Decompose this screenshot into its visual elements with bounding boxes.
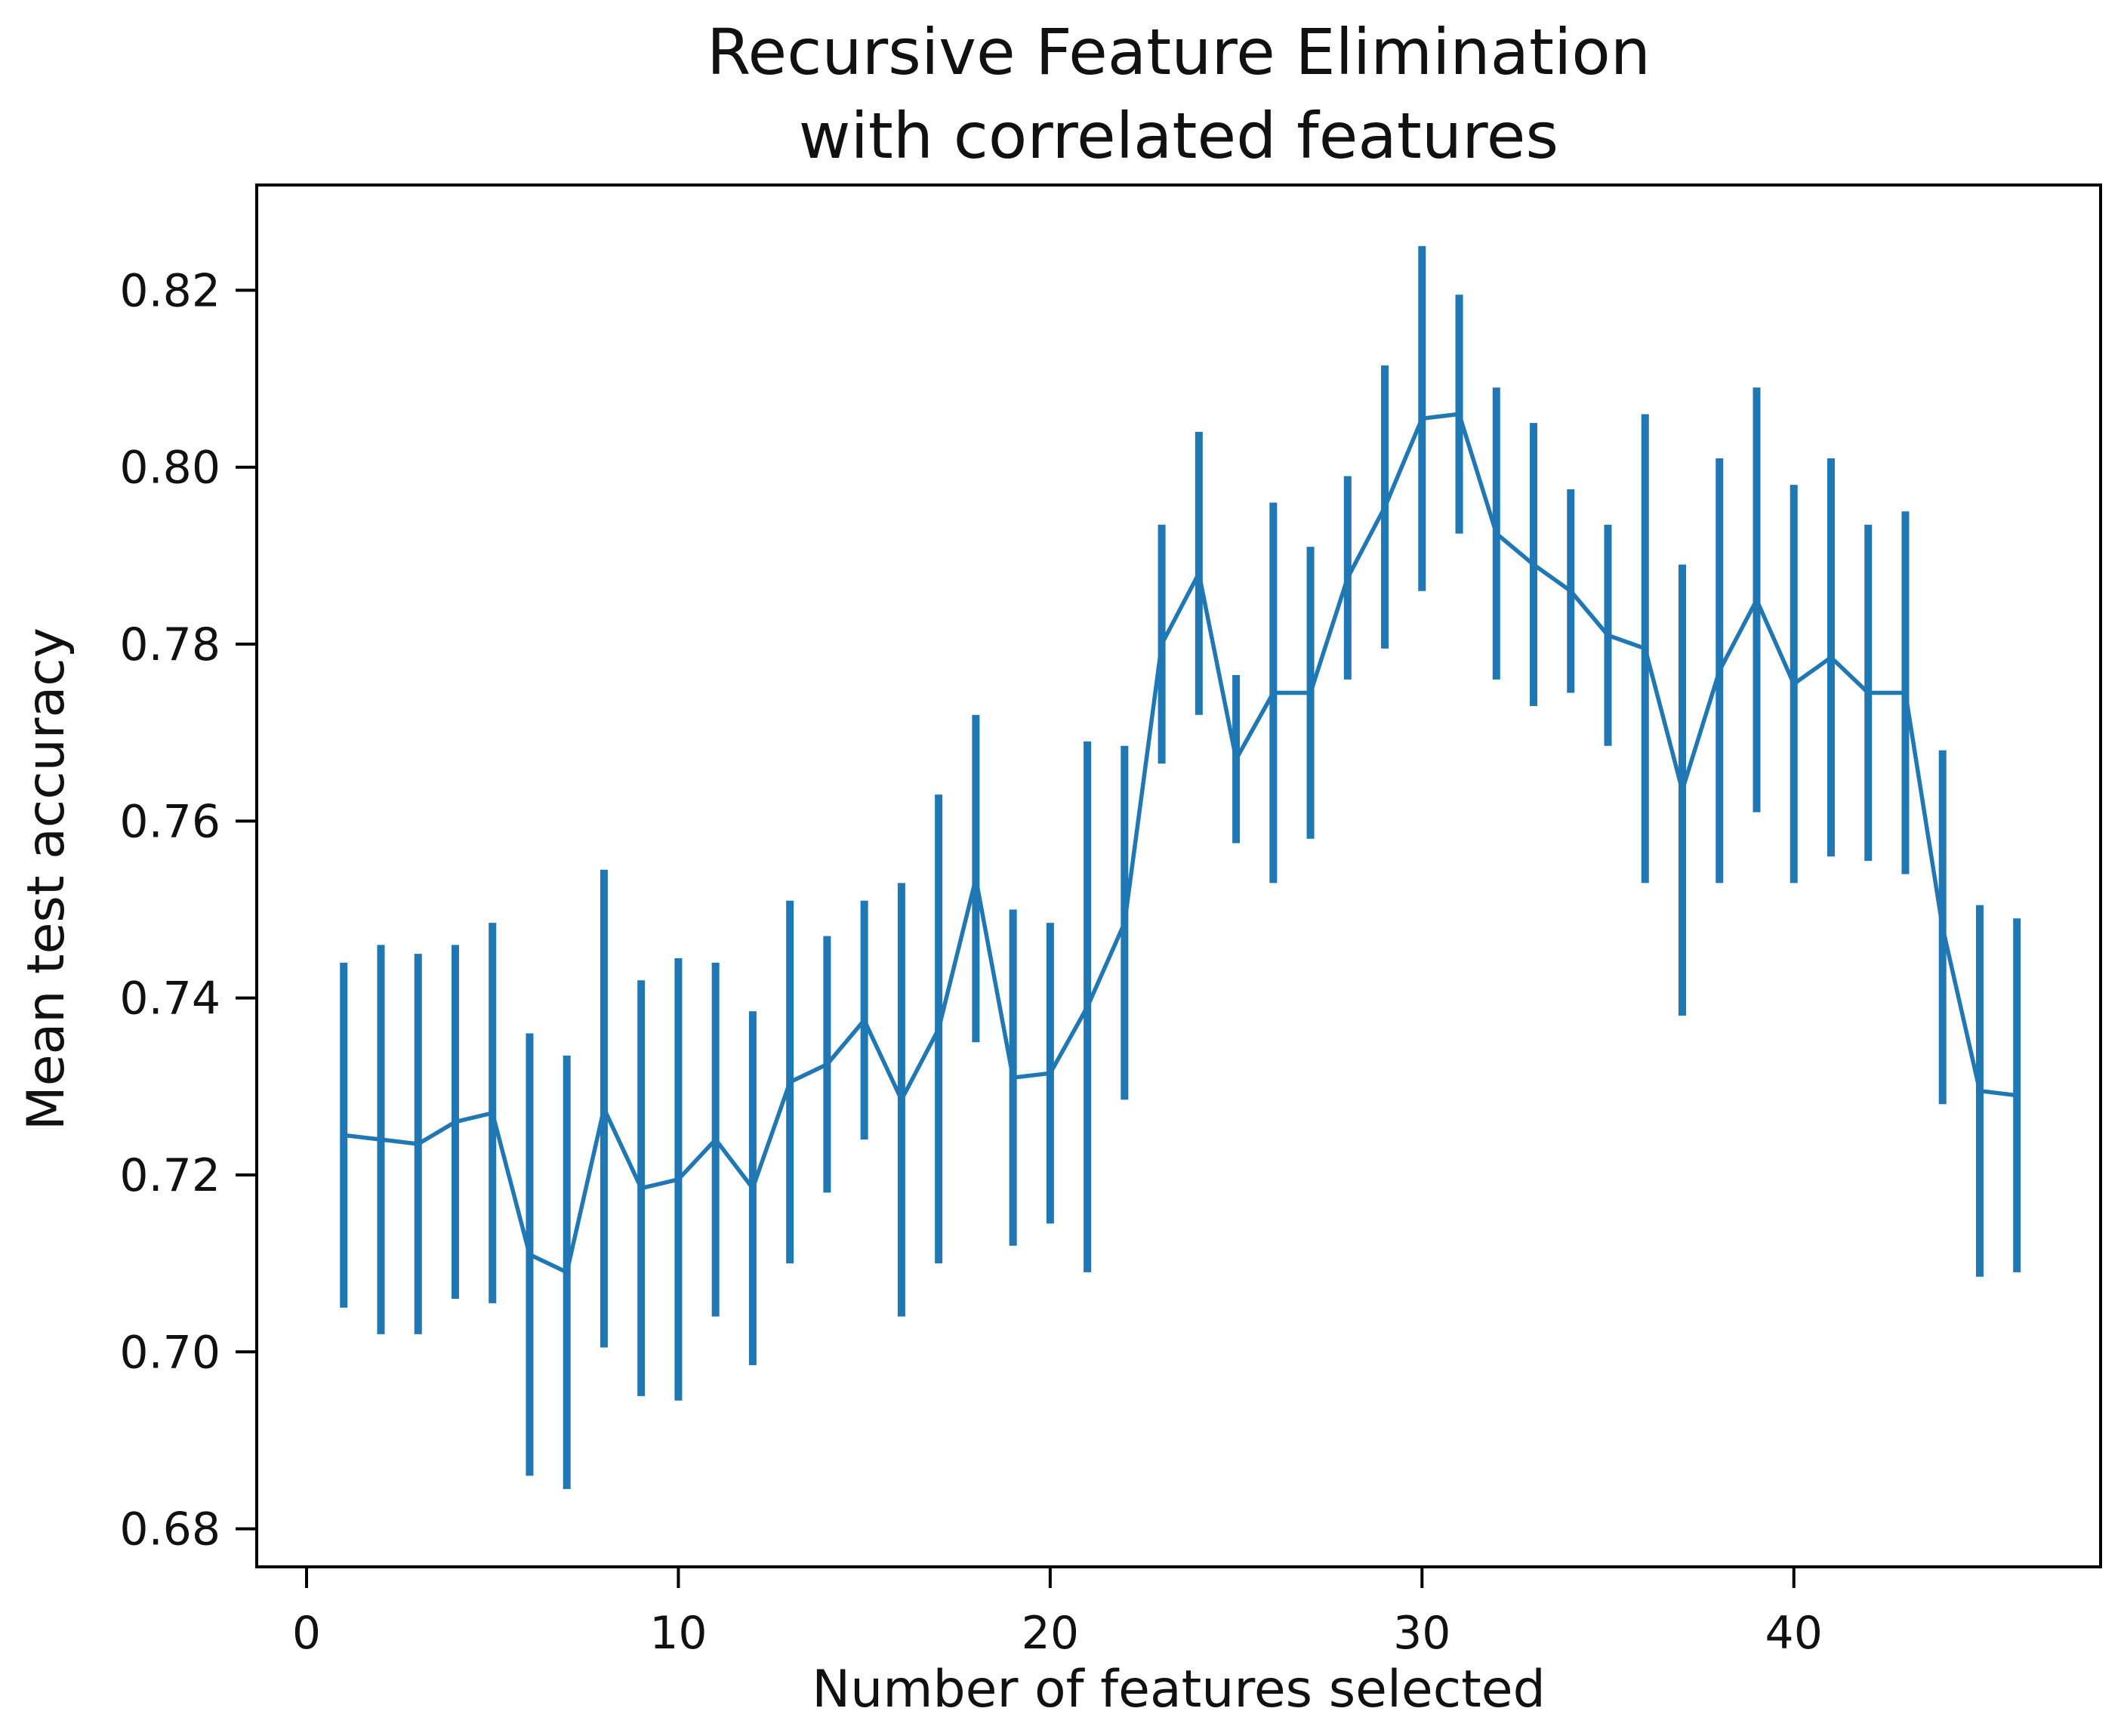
- x-tick-label: 0: [292, 1607, 321, 1660]
- y-tick-label: 0.70: [119, 1326, 220, 1379]
- chart-title-line-1: Recursive Feature Elimination: [706, 15, 1651, 89]
- mean-accuracy-line: [343, 412, 2018, 1275]
- y-tick-label: 0.68: [119, 1503, 220, 1556]
- x-axis-label: Number of features selected: [812, 1660, 1546, 1719]
- chart-title-line-2: with correlated features: [798, 98, 1559, 173]
- x-tick-label: 10: [649, 1607, 707, 1660]
- y-tick-label: 0.72: [119, 1149, 220, 1202]
- plot-frame: [255, 183, 2102, 1568]
- y-tick-label: 0.74: [119, 973, 220, 1025]
- y-axis-label: Mean test accuracy: [17, 627, 76, 1130]
- x-tick-label: 20: [1022, 1607, 1079, 1660]
- x-tick-label: 30: [1393, 1607, 1450, 1660]
- chart-title: Recursive Feature Elimination with corre…: [257, 11, 2101, 178]
- y-tick-label: 0.80: [119, 442, 220, 495]
- y-tick-label: 0.78: [119, 618, 220, 671]
- y-tick-label: 0.76: [119, 795, 220, 848]
- x-tick-label: 40: [1765, 1607, 1823, 1660]
- y-tick-label: 0.82: [119, 264, 220, 317]
